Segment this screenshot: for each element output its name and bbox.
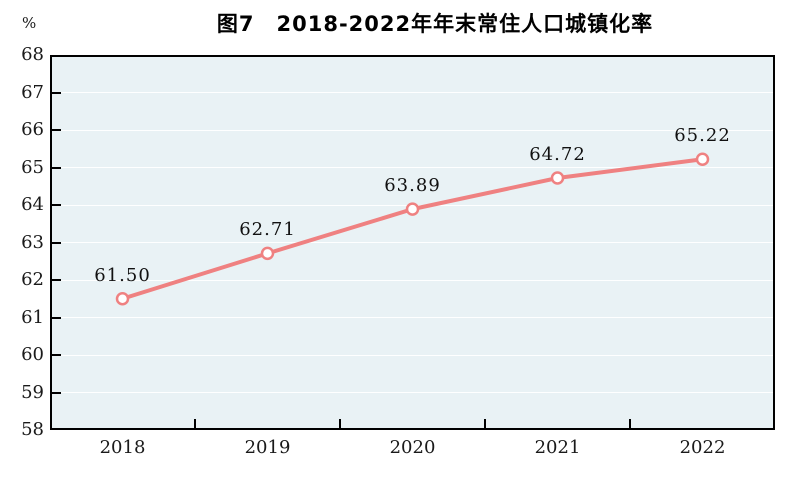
gridline xyxy=(52,92,773,93)
x-axis-tick-label: 2020 xyxy=(389,437,436,458)
y-axis-tick-label: 58 xyxy=(21,419,44,440)
x-axis-tick-label: 2022 xyxy=(679,437,726,458)
data-point-label: 61.50 xyxy=(94,264,151,286)
gridline xyxy=(52,354,773,356)
data-point-label: 65.22 xyxy=(674,125,731,147)
data-point-marker xyxy=(260,246,275,261)
chart-title: 图7 2018-2022年年末常住人口城镇化率 xyxy=(216,12,654,36)
data-point-label: 64.72 xyxy=(529,144,586,165)
line-series xyxy=(115,152,710,306)
x-axis-tick-label: 2018 xyxy=(99,437,146,458)
y-axis-tick-label: 63 xyxy=(21,231,44,253)
data-point-marker xyxy=(115,292,130,306)
x-axis-tick xyxy=(484,419,486,428)
gridline xyxy=(52,129,773,131)
y-axis-tick-label: 62 xyxy=(21,269,44,290)
gridline xyxy=(52,317,773,318)
y-axis-tick xyxy=(52,204,61,206)
y-axis-tick xyxy=(52,166,61,169)
y-axis-tick xyxy=(52,241,61,244)
y-axis-tick xyxy=(52,354,61,356)
data-point-marker xyxy=(550,171,565,185)
data-point-label: 62.71 xyxy=(239,219,296,241)
data-point-marker xyxy=(405,202,420,216)
data-point-label: 63.89 xyxy=(384,175,441,197)
gridline xyxy=(52,279,773,281)
gridline xyxy=(52,167,773,168)
y-axis-tick xyxy=(52,279,61,281)
y-axis-tick xyxy=(52,91,61,94)
y-axis-tick xyxy=(52,316,61,319)
y-axis-tick-label: 64 xyxy=(21,194,44,215)
x-axis-tick xyxy=(339,419,341,428)
y-axis-tick-label: 60 xyxy=(21,344,44,365)
y-axis-unit-label: % xyxy=(22,14,37,32)
x-axis-tick xyxy=(629,419,631,428)
y-axis-tick-label: 68 xyxy=(21,44,44,65)
gridline xyxy=(52,392,773,393)
y-axis-tick xyxy=(52,129,61,131)
x-axis-tick-label: 2019 xyxy=(244,437,291,458)
gridline xyxy=(52,242,773,243)
y-axis-tick-label: 59 xyxy=(21,381,44,403)
data-point-marker xyxy=(695,152,710,166)
y-axis-tick xyxy=(52,391,61,394)
y-axis-tick-label: 66 xyxy=(21,119,44,140)
x-axis-tick-label: 2021 xyxy=(534,437,581,458)
plot-area: 61.50 62.71 63.89 64.72 65.22 xyxy=(50,55,775,430)
y-axis-tick-label: 65 xyxy=(21,156,44,178)
x-axis-tick xyxy=(194,419,196,428)
y-axis-tick-label: 67 xyxy=(21,81,44,103)
y-axis-tick-label: 61 xyxy=(21,306,44,328)
